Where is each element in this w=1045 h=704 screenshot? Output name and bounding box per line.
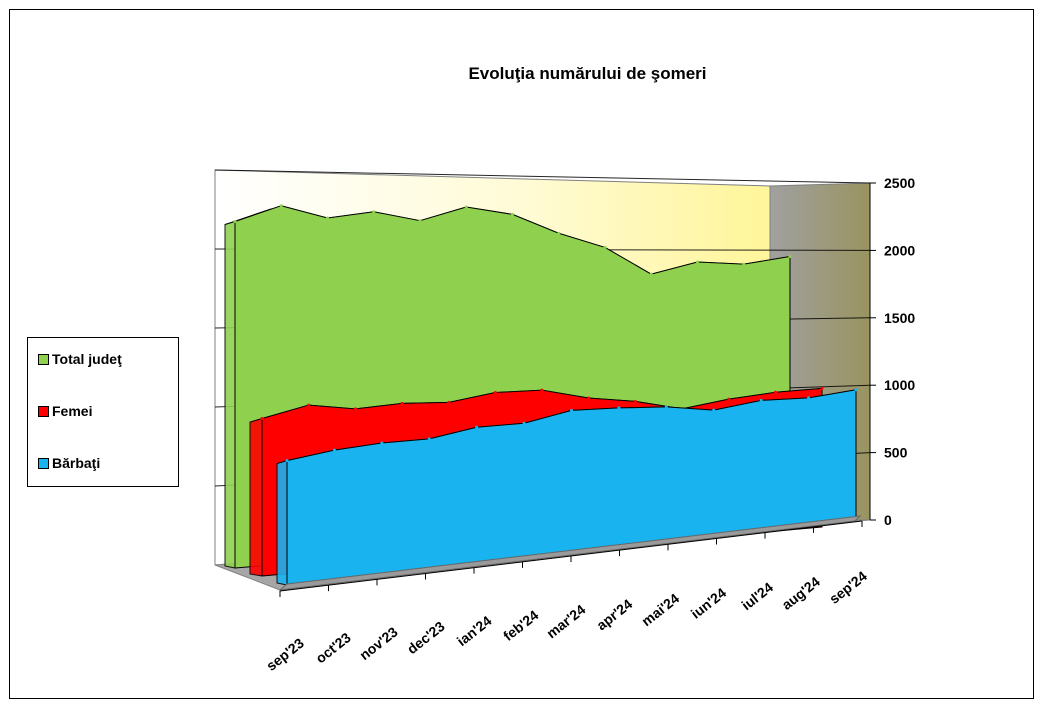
data-point (727, 397, 731, 401)
x-tick-label: mai'24 (638, 590, 682, 629)
legend-label-femei: Femei (52, 403, 93, 419)
y-tick-label: 500 (884, 445, 908, 461)
x-tick-label: iul'24 (738, 579, 776, 613)
data-point (587, 396, 591, 400)
data-point (854, 388, 858, 392)
data-point (493, 390, 497, 394)
y-tick-label: 1500 (884, 310, 915, 326)
gridline (214, 169, 871, 184)
y-tick-label: 2500 (884, 175, 915, 191)
data-point (326, 216, 329, 220)
y-tick-label: 1000 (884, 377, 915, 393)
legend-swatch-total (38, 353, 49, 365)
data-point (307, 403, 311, 407)
data-point (788, 255, 792, 259)
x-tick-label: dec'23 (404, 618, 448, 657)
data-point (285, 459, 289, 463)
data-point (353, 407, 357, 411)
x-tick-label: iun'24 (688, 584, 729, 621)
data-point (400, 401, 404, 405)
data-point (696, 260, 699, 264)
x-tick-label: mar'24 (543, 601, 588, 641)
legend-swatch-femei (38, 405, 49, 417)
legend-item-femei: Femei (38, 402, 92, 420)
data-point (418, 219, 422, 223)
data-point (380, 441, 384, 445)
data-point (617, 406, 621, 410)
data-point (447, 400, 451, 404)
legend-item-barbati: Bărbaţi (38, 454, 100, 472)
data-point (664, 405, 668, 409)
x-tick-label: aug'24 (779, 573, 824, 613)
data-point (464, 205, 468, 209)
data-point (807, 396, 811, 400)
legend-label-total: Total judeţ (52, 351, 122, 367)
data-point (279, 204, 283, 208)
x-tick-label: nov'23 (356, 623, 401, 663)
data-point (820, 386, 824, 390)
data-point (570, 408, 573, 412)
data-point (522, 421, 526, 425)
legend-item-total: Total judeţ (38, 350, 122, 368)
data-point (759, 398, 763, 402)
series-side (224, 220, 236, 569)
x-tick-label: sep'23 (263, 635, 307, 674)
data-point (742, 262, 746, 266)
legend-swatch-barbati (38, 457, 49, 469)
data-point (557, 231, 561, 235)
data-point (233, 220, 237, 223)
data-point (773, 390, 777, 394)
data-point (540, 388, 544, 392)
chart-legend: Total judeţ Femei Bărbaţi (27, 337, 179, 487)
data-point (649, 272, 653, 276)
x-tick-label: ian'24 (454, 612, 495, 649)
legend-label-barbati: Bărbaţi (52, 455, 101, 471)
x-tick-label: feb'24 (500, 607, 541, 644)
data-point (712, 408, 716, 412)
x-tick-label: sep'24 (826, 568, 870, 607)
data-point (633, 399, 637, 403)
data-point (511, 212, 514, 216)
data-point (603, 245, 607, 249)
data-point (372, 210, 376, 214)
data-point (427, 437, 431, 441)
data-point (260, 417, 264, 420)
series-side (276, 459, 288, 586)
chart-title: Evoluţia numărului de şomeri (468, 64, 707, 83)
y-tick-label: 2000 (884, 242, 915, 258)
y-tick-label: 0 (884, 512, 892, 528)
data-point (332, 448, 336, 452)
series-side (249, 417, 263, 577)
x-tick-label: oct'23 (312, 629, 353, 666)
x-tick-label: apr'24 (593, 596, 635, 634)
data-point (475, 425, 479, 429)
floor-edge (278, 515, 862, 591)
